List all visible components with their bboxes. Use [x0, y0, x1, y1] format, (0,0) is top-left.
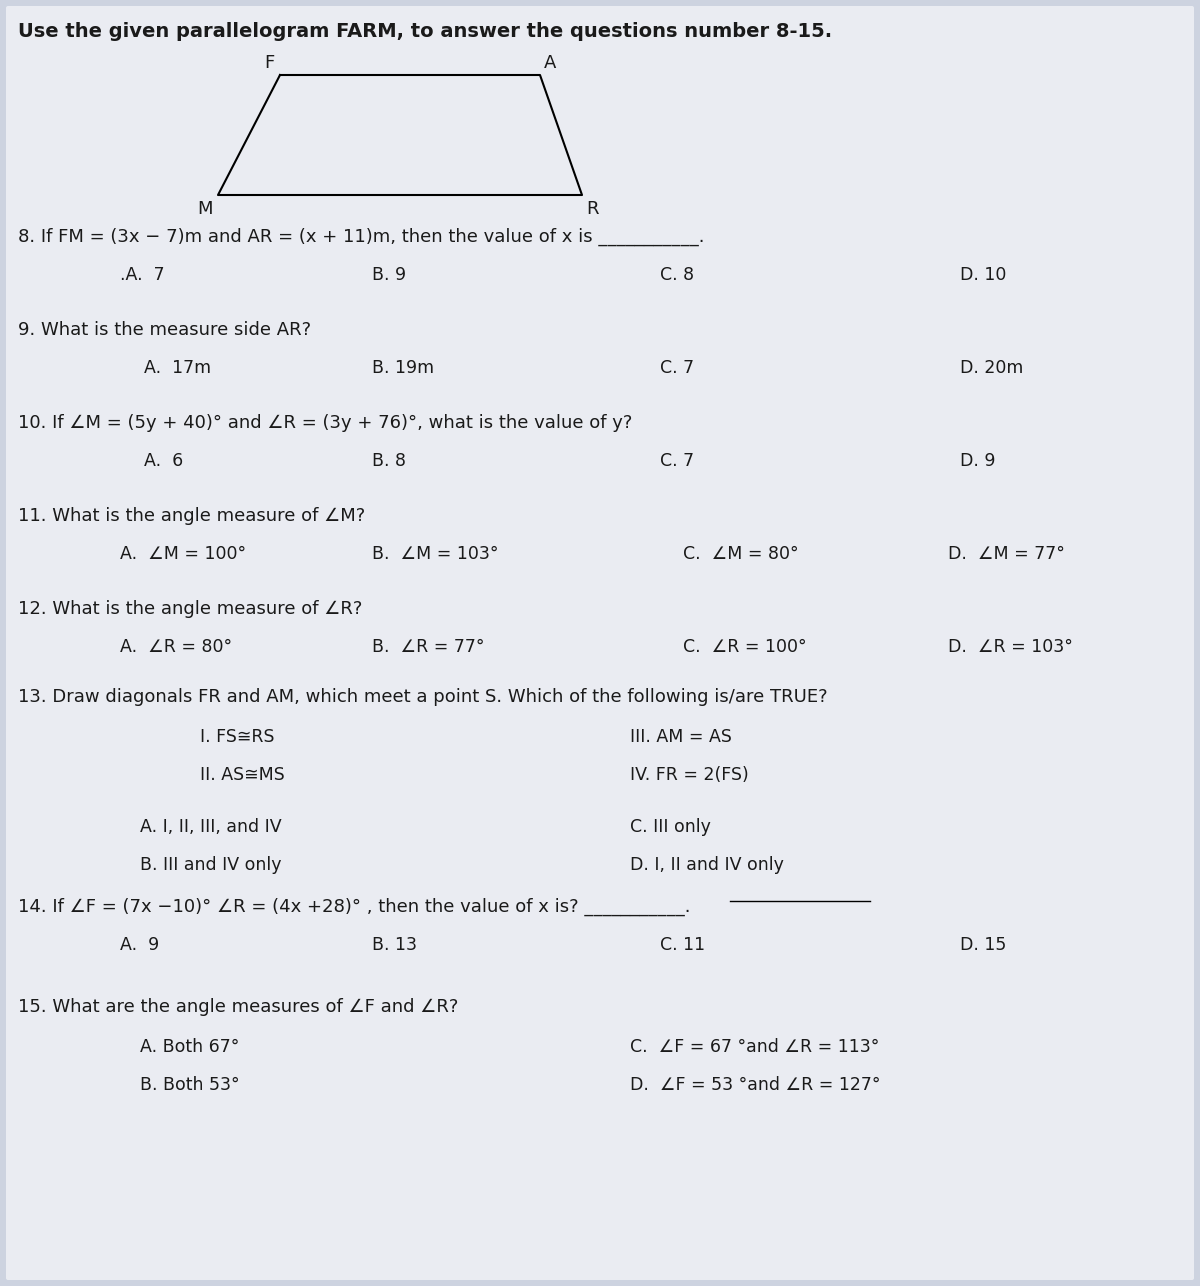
- Text: B. 19m: B. 19m: [372, 359, 434, 377]
- Text: .A.  7: .A. 7: [120, 266, 164, 284]
- Text: B. III and IV only: B. III and IV only: [140, 856, 282, 874]
- Text: D.  ∠F = 53 °and ∠R = 127°: D. ∠F = 53 °and ∠R = 127°: [630, 1076, 881, 1094]
- Text: 9. What is the measure side AR?: 9. What is the measure side AR?: [18, 322, 311, 340]
- Text: C. 8: C. 8: [660, 266, 694, 284]
- Text: B.  ∠R = 77°: B. ∠R = 77°: [372, 638, 485, 656]
- Text: 12. What is the angle measure of ∠R?: 12. What is the angle measure of ∠R?: [18, 601, 362, 619]
- Text: A. I, II, III, and IV: A. I, II, III, and IV: [140, 818, 282, 836]
- Text: B. Both 53°: B. Both 53°: [140, 1076, 240, 1094]
- Text: A.  ∠R = 80°: A. ∠R = 80°: [120, 638, 232, 656]
- Text: B. 9: B. 9: [372, 266, 406, 284]
- Text: A: A: [544, 54, 557, 72]
- Text: A.  9: A. 9: [120, 936, 160, 954]
- Text: B. 8: B. 8: [372, 451, 406, 469]
- Text: D.  ∠M = 77°: D. ∠M = 77°: [948, 545, 1064, 563]
- Text: D. 10: D. 10: [960, 266, 1007, 284]
- Text: A.  6: A. 6: [144, 451, 184, 469]
- Text: C. 7: C. 7: [660, 359, 694, 377]
- Text: F: F: [265, 54, 275, 72]
- Text: III. AM = AS: III. AM = AS: [630, 728, 732, 746]
- Text: II. AS≅MS: II. AS≅MS: [200, 766, 284, 784]
- Text: C. III only: C. III only: [630, 818, 710, 836]
- Text: Use the given parallelogram FARM, to answer the questions number 8-15.: Use the given parallelogram FARM, to ans…: [18, 22, 832, 41]
- Text: M: M: [198, 201, 214, 219]
- Text: C. 7: C. 7: [660, 451, 694, 469]
- Text: C.  ∠M = 80°: C. ∠M = 80°: [683, 545, 799, 563]
- Text: IV. FR = 2(FS): IV. FR = 2(FS): [630, 766, 749, 784]
- Text: D. I, II and IV only: D. I, II and IV only: [630, 856, 784, 874]
- Text: 10. If ∠M = (5y + 40)° and ∠R = (3y + 76)°, what is the value of y?: 10. If ∠M = (5y + 40)° and ∠R = (3y + 76…: [18, 414, 632, 432]
- Text: 14. If ∠F = (7x −10)° ∠R = (4x +28)° , then the value of x is? ___________.: 14. If ∠F = (7x −10)° ∠R = (4x +28)° , t…: [18, 898, 690, 916]
- Text: 11. What is the angle measure of ∠M?: 11. What is the angle measure of ∠M?: [18, 507, 365, 525]
- Text: R: R: [586, 201, 599, 219]
- Text: A. Both 67°: A. Both 67°: [140, 1038, 239, 1056]
- Text: B. 13: B. 13: [372, 936, 418, 954]
- Text: I. FS≅RS: I. FS≅RS: [200, 728, 275, 746]
- Text: C.  ∠F = 67 °and ∠R = 113°: C. ∠F = 67 °and ∠R = 113°: [630, 1038, 880, 1056]
- Text: C.  ∠R = 100°: C. ∠R = 100°: [683, 638, 806, 656]
- Text: D. 9: D. 9: [960, 451, 996, 469]
- Text: A.  ∠M = 100°: A. ∠M = 100°: [120, 545, 246, 563]
- Text: 15. What are the angle measures of ∠F and ∠R?: 15. What are the angle measures of ∠F an…: [18, 998, 458, 1016]
- Text: D. 20m: D. 20m: [960, 359, 1024, 377]
- Text: D.  ∠R = 103°: D. ∠R = 103°: [948, 638, 1073, 656]
- Text: B.  ∠M = 103°: B. ∠M = 103°: [372, 545, 498, 563]
- Text: 8. If FM = (3x − 7)m and AR = (x + 11)m, then the value of x is ___________.: 8. If FM = (3x − 7)m and AR = (x + 11)m,…: [18, 228, 704, 246]
- Text: A.  17m: A. 17m: [144, 359, 211, 377]
- Text: D. 15: D. 15: [960, 936, 1007, 954]
- FancyBboxPatch shape: [6, 6, 1194, 1280]
- Text: 13. Draw diagonals FR and AM, which meet a point S. Which of the following is/ar: 13. Draw diagonals FR and AM, which meet…: [18, 688, 828, 706]
- Text: C. 11: C. 11: [660, 936, 706, 954]
